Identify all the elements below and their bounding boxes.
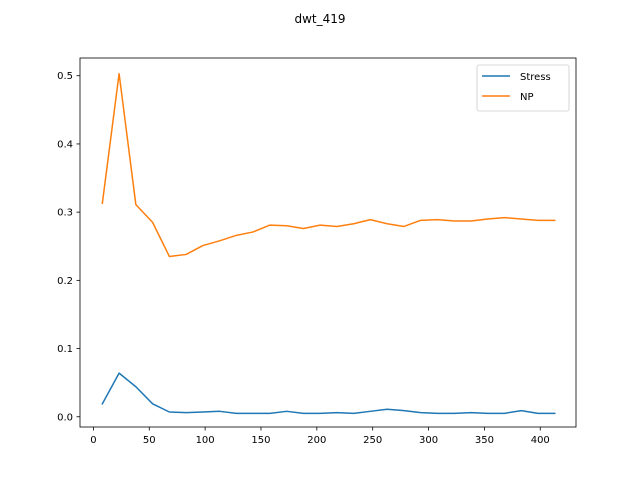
y-tick-label: 0.0 [57, 412, 73, 423]
axes-frame [79, 57, 577, 428]
y-tick-label: 0.1 [57, 344, 73, 355]
plot-area: 0 50 100 150 200 250 300 350 400 0.0 0.1 0.2 0.3 0.4 0… [57, 57, 577, 446]
y-tick-label: 0.5 [57, 71, 73, 82]
series-line-stress [101, 372, 556, 415]
chart-title: dwt_419 [294, 12, 345, 26]
legend-label-np: NP [520, 92, 534, 103]
x-tick-label: 250 [363, 435, 382, 446]
y-tick-label: 0.4 [57, 139, 73, 150]
x-tick-label: 0 [90, 435, 96, 446]
legend-label-stress: Stress [520, 72, 551, 83]
x-tick-label: 100 [196, 435, 215, 446]
series-line-np [101, 72, 556, 258]
x-tick-label: 300 [419, 435, 438, 446]
x-tick-label: 150 [251, 435, 270, 446]
y-tick-label: 0.2 [57, 276, 73, 287]
x-tick-label: 200 [307, 435, 326, 446]
x-tick-label: 50 [143, 435, 156, 446]
x-tick-label: 400 [531, 435, 550, 446]
y-tick-label: 0.3 [57, 208, 73, 219]
x-tick-label: 350 [475, 435, 494, 446]
